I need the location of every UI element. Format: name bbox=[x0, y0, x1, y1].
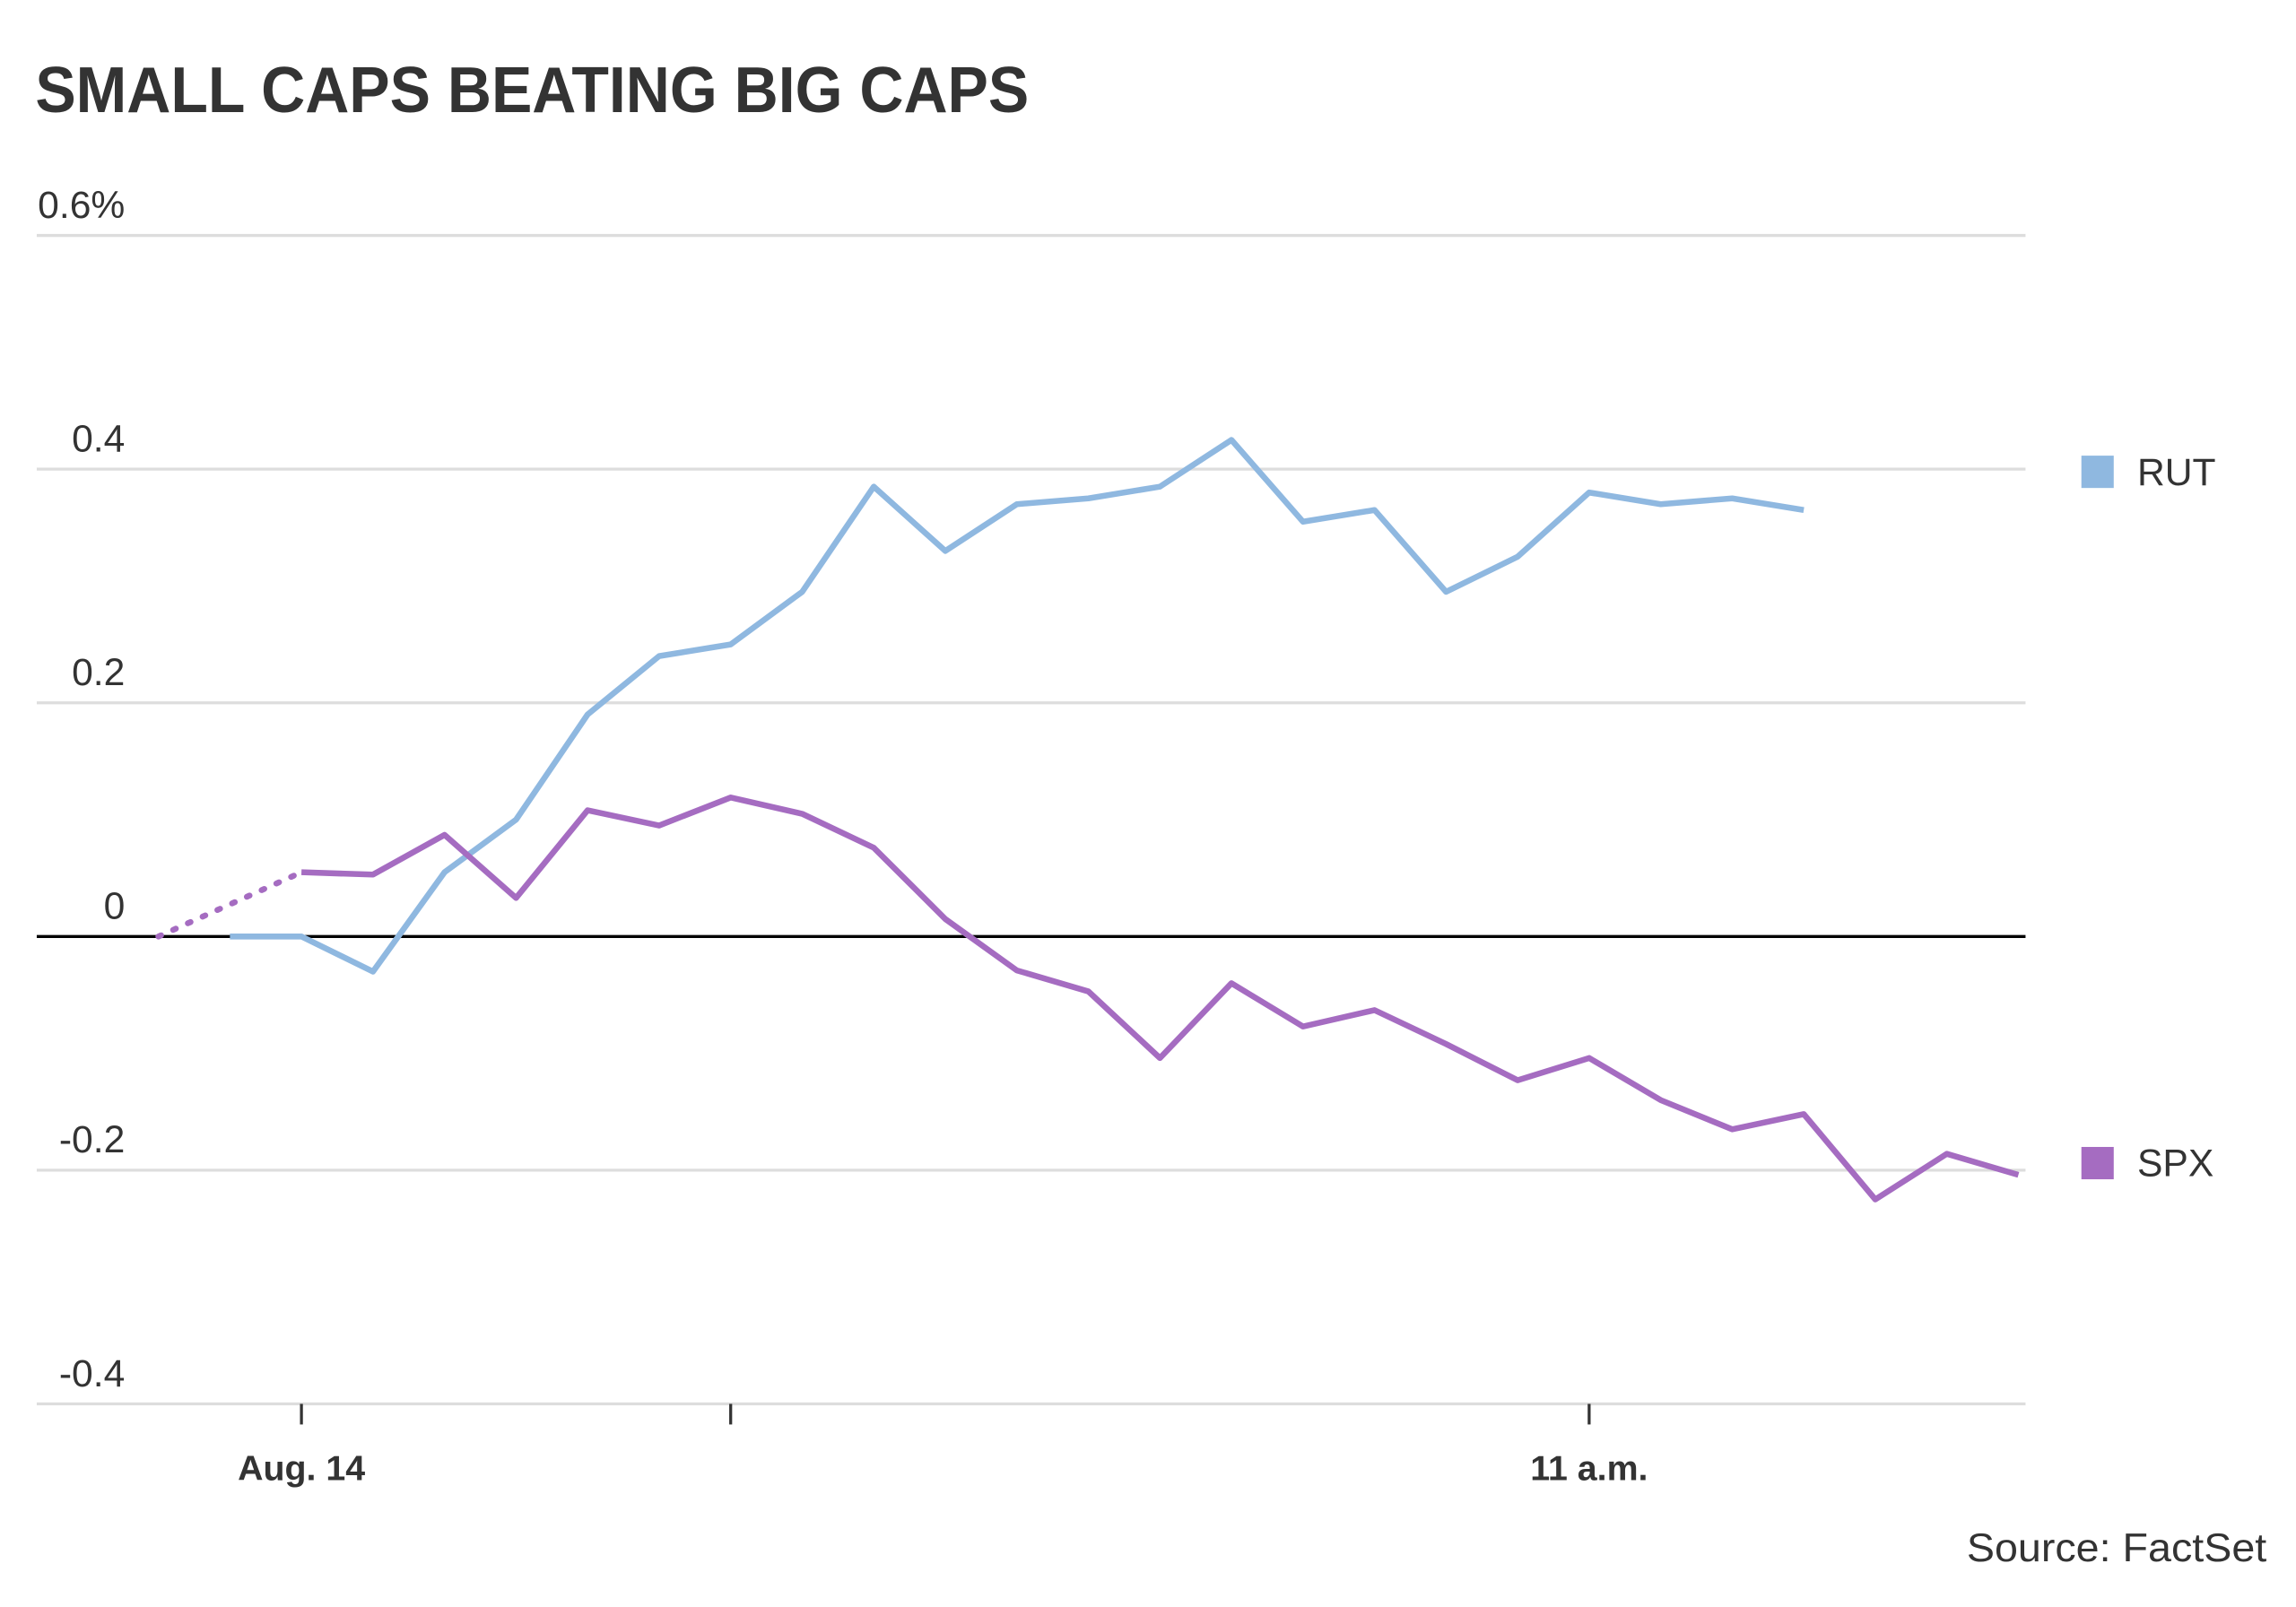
legend-swatch bbox=[2081, 456, 2114, 489]
chart-title: SMALL CAPS BEATING BIG CAPS bbox=[35, 55, 1029, 126]
legend-label: SPX bbox=[2137, 1142, 2213, 1186]
y-tick-label: 0.4 bbox=[72, 417, 125, 460]
legend-swatch bbox=[2081, 1146, 2114, 1180]
y-tick-label: -0.4 bbox=[59, 1352, 125, 1395]
source: Source: FactSet bbox=[1967, 1526, 2266, 1570]
y-tick-label: 0.6% bbox=[38, 184, 125, 227]
y-tick-label: -0.2 bbox=[59, 1118, 125, 1161]
x-tick-label: Aug. 14 bbox=[238, 1449, 365, 1489]
x-tick-label: 11 a.m. bbox=[1530, 1449, 1648, 1489]
dotted-segment bbox=[155, 869, 305, 940]
line bbox=[230, 437, 1805, 975]
y-tick-label: 0 bbox=[104, 885, 126, 928]
y-tick-label: 0.2 bbox=[72, 651, 125, 694]
legend-label: RUT bbox=[2137, 451, 2216, 494]
line bbox=[300, 794, 2020, 1203]
